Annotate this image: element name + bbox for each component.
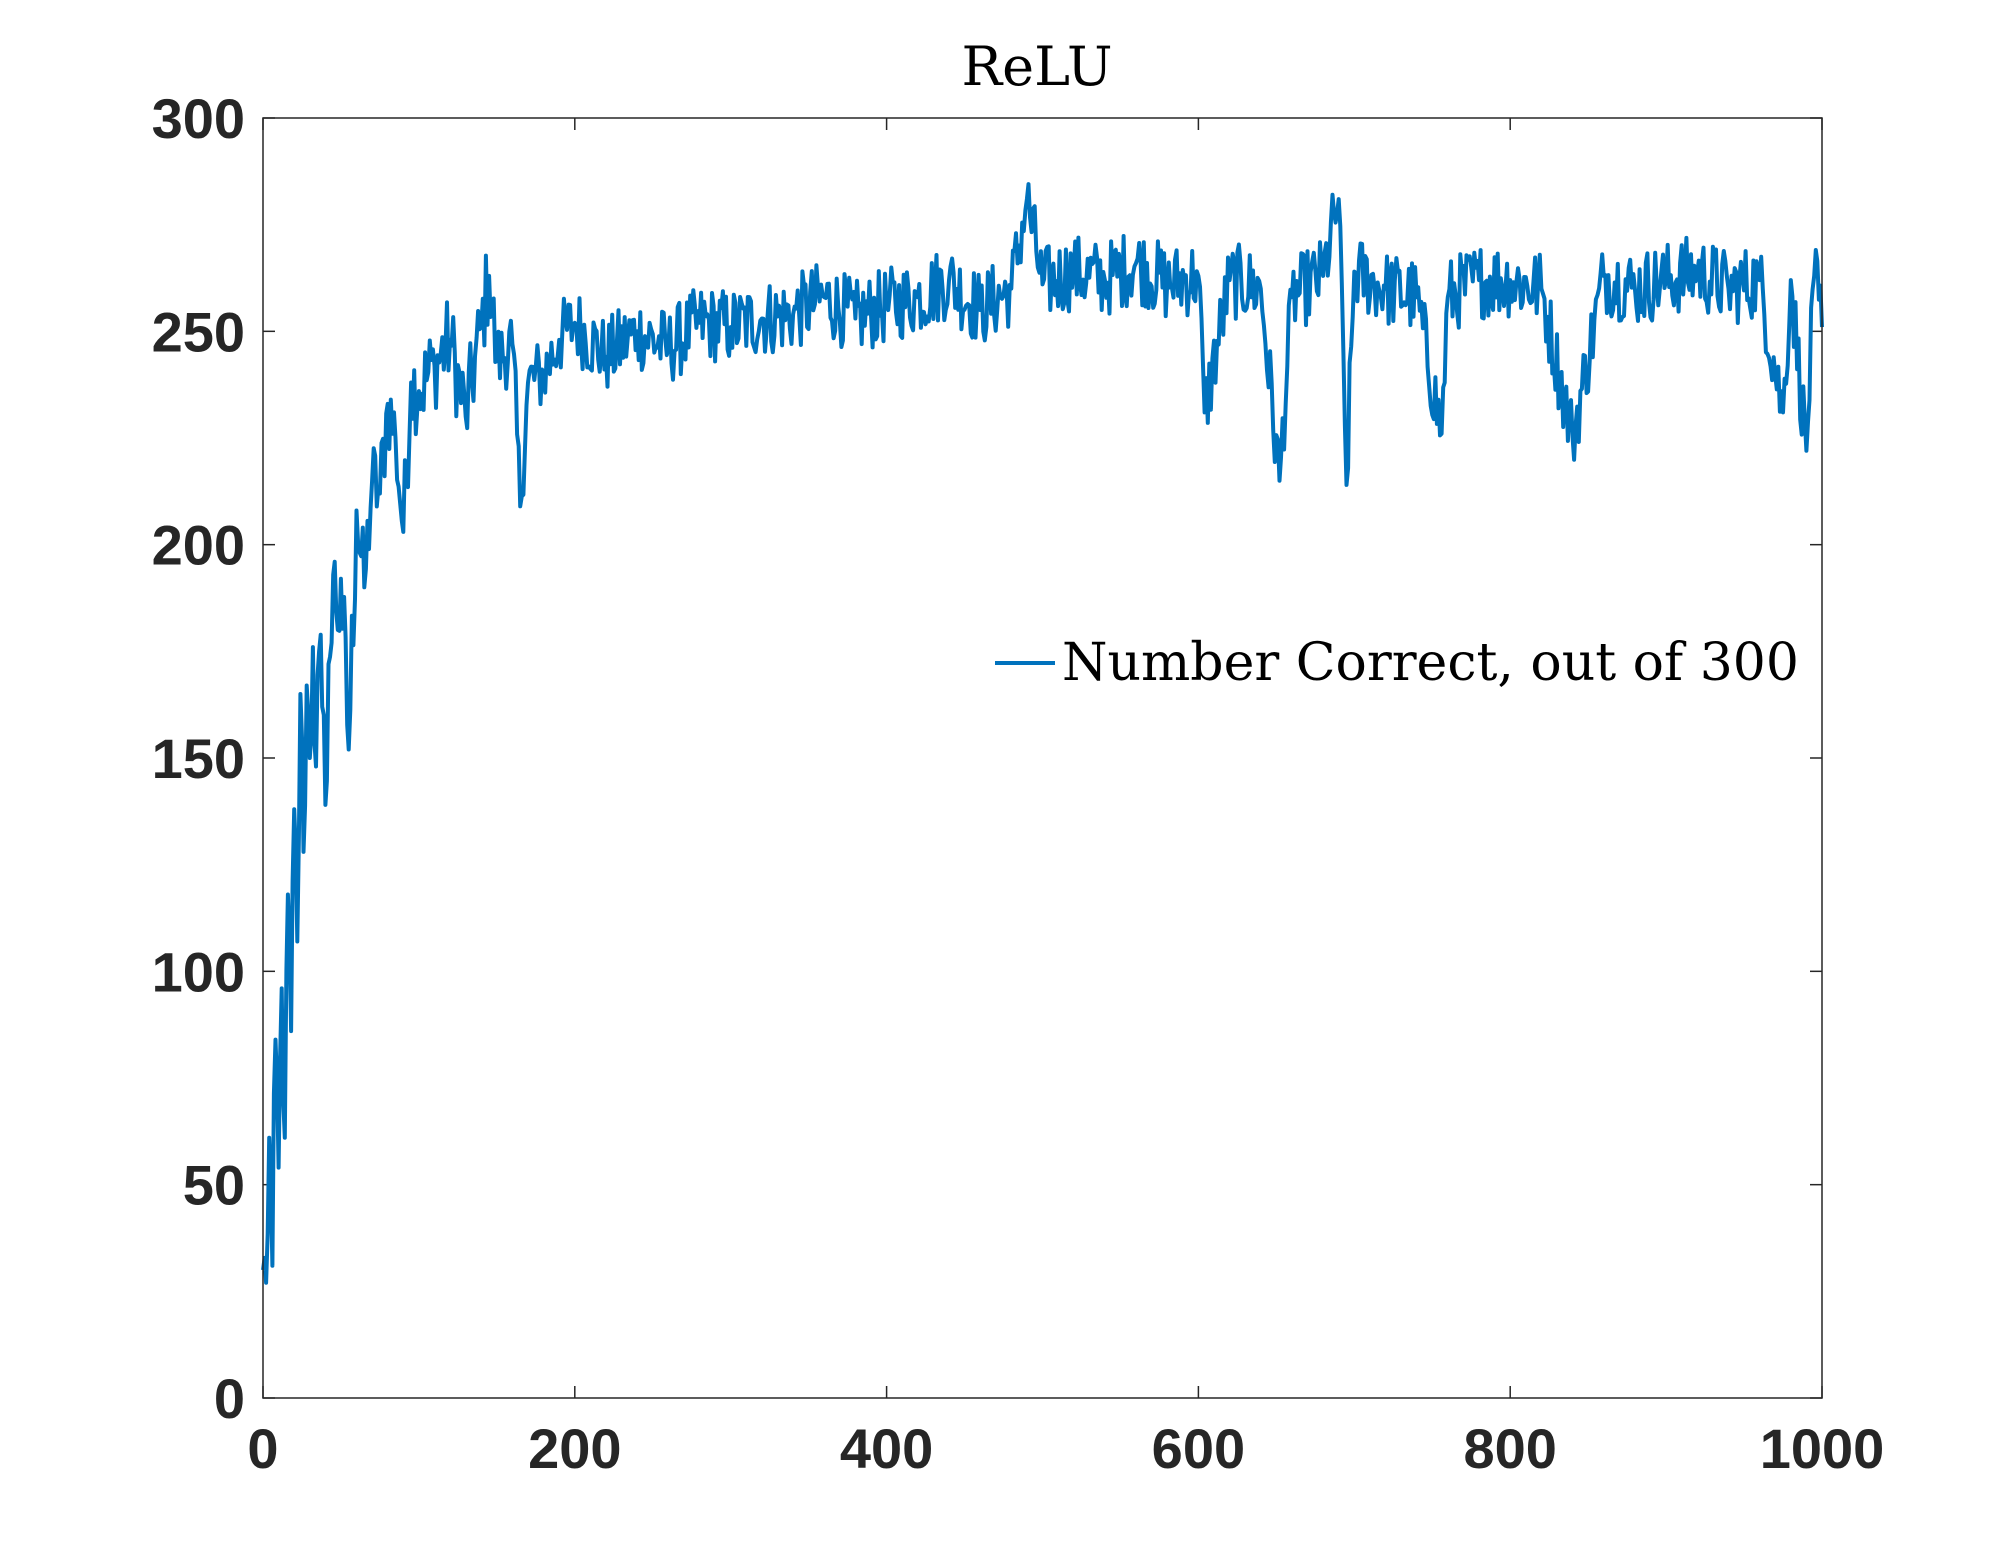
y-tick-label: 100 — [152, 940, 245, 1003]
series-line-number-correct — [261, 182, 1824, 1285]
x-tick-label: 1000 — [1760, 1417, 1885, 1480]
y-axis: 0 50 100 150 200 250 300 — [152, 87, 1822, 1430]
y-tick-label: 150 — [152, 727, 245, 790]
x-tick-label: 800 — [1463, 1417, 1556, 1480]
chart-title: ReLU — [961, 35, 1112, 98]
x-tick-label: 600 — [1152, 1417, 1245, 1480]
legend-label: Number Correct, out of 300 — [1062, 633, 1799, 693]
legend: Number Correct, out of 300 — [995, 633, 1799, 693]
x-tick-label: 200 — [528, 1417, 621, 1480]
x-tick-label: 0 — [247, 1417, 278, 1480]
y-tick-label: 50 — [183, 1154, 245, 1217]
axes-box — [262, 117, 1823, 1399]
x-tick-label: 400 — [840, 1417, 933, 1480]
y-tick-label: 200 — [152, 514, 245, 577]
y-tick-label: 300 — [152, 87, 245, 150]
x-axis: 0 200 400 600 800 1000 — [247, 118, 1884, 1480]
y-tick-label: 0 — [214, 1367, 245, 1430]
y-tick-label: 250 — [152, 300, 245, 363]
